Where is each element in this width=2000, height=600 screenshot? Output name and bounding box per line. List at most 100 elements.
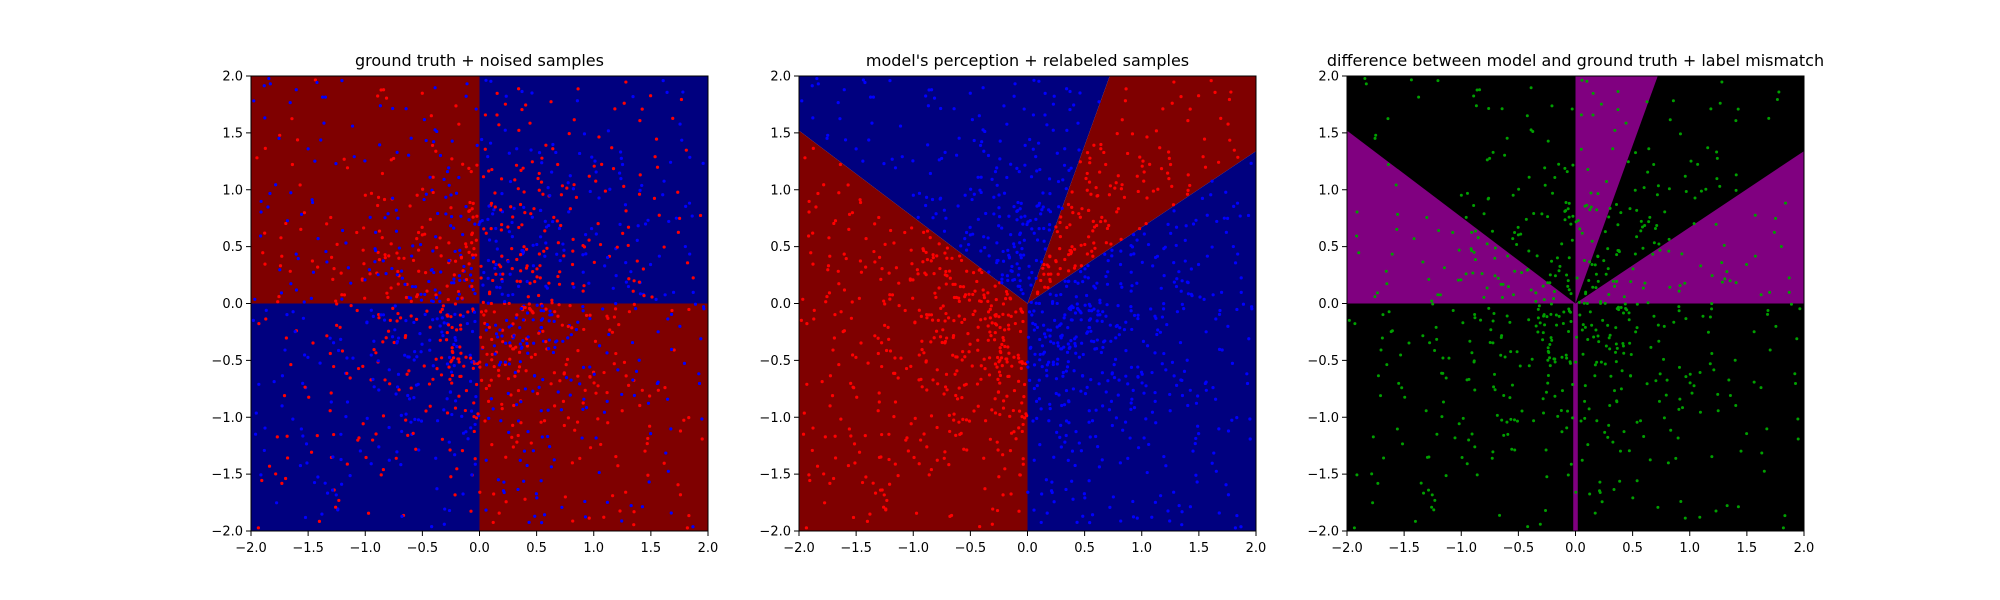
data-point [372, 385, 376, 389]
data-point [481, 300, 485, 305]
data-point [560, 323, 564, 327]
data-point [970, 197, 974, 202]
data-point [1006, 323, 1011, 327]
data-point [1188, 388, 1192, 392]
data-point [1067, 253, 1071, 257]
data-point [1451, 308, 1455, 312]
data-point [1029, 345, 1033, 349]
data-point [471, 201, 475, 205]
data-point [280, 374, 285, 378]
data-point [1107, 408, 1112, 412]
data-point [311, 270, 316, 274]
data-point [533, 514, 537, 518]
data-point [1067, 346, 1071, 350]
data-point [917, 308, 921, 312]
data-point [535, 275, 539, 279]
data-point [539, 479, 543, 483]
data-point [1051, 128, 1055, 132]
data-point [1489, 328, 1493, 332]
data-point [299, 212, 304, 216]
data-point [1072, 103, 1076, 107]
data-point [971, 312, 975, 317]
data-point [1516, 225, 1520, 229]
data-point [1130, 284, 1134, 288]
data-point [1508, 396, 1512, 400]
data-point [1621, 341, 1625, 345]
data-point [839, 310, 843, 314]
data-point [515, 440, 519, 444]
data-point [316, 265, 320, 269]
data-point [893, 400, 898, 404]
data-point [554, 340, 558, 344]
data-point [537, 151, 542, 155]
data-point [469, 379, 473, 383]
data-point [1231, 244, 1235, 249]
data-point [459, 256, 464, 260]
data-point [405, 372, 409, 376]
data-point [1018, 329, 1023, 334]
data-point [993, 284, 997, 288]
data-point [1447, 356, 1451, 360]
data-point [607, 332, 611, 337]
data-point [638, 188, 642, 193]
data-point [1049, 272, 1053, 276]
data-point [1018, 279, 1022, 283]
data-point [1376, 374, 1380, 378]
data-point [1047, 208, 1051, 212]
data-point [1789, 302, 1793, 306]
data-point [1108, 505, 1112, 509]
data-point [1188, 183, 1192, 188]
data-point [1086, 264, 1090, 268]
data-point [1745, 262, 1749, 266]
data-point [430, 267, 434, 272]
data-point [537, 293, 541, 298]
data-point [564, 375, 569, 380]
data-point [1470, 351, 1474, 355]
data-point [322, 121, 326, 125]
data-point [539, 420, 543, 424]
data-point [1656, 323, 1660, 327]
data-point [520, 223, 524, 227]
data-point [938, 335, 943, 339]
data-point [454, 104, 458, 108]
data-point [1613, 128, 1617, 132]
data-point [1515, 243, 1519, 247]
data-point [1039, 260, 1044, 264]
data-point [419, 298, 424, 302]
data-point [1549, 336, 1553, 340]
data-point [1034, 217, 1038, 221]
data-point [258, 234, 263, 238]
data-point [1222, 216, 1226, 220]
data-point [1213, 90, 1217, 94]
data-point [1094, 408, 1098, 412]
data-point [1211, 386, 1215, 390]
data-point [494, 332, 499, 336]
data-point [1589, 205, 1593, 209]
data-point [807, 210, 811, 214]
data-point [1460, 456, 1464, 460]
data-point [550, 298, 554, 302]
data-point [1387, 310, 1391, 314]
y-tick-label: 1.0 [1318, 183, 1339, 198]
data-point [349, 303, 353, 308]
data-point [397, 246, 401, 250]
data-point [1113, 357, 1118, 361]
data-point [1091, 254, 1095, 258]
data-point [1073, 344, 1078, 348]
data-point [1086, 208, 1091, 213]
data-point [1040, 364, 1044, 369]
data-point [1140, 381, 1144, 385]
data-point [1508, 320, 1512, 324]
data-point [1102, 340, 1106, 344]
data-point [618, 150, 623, 154]
data-point [935, 254, 939, 258]
data-point [1461, 321, 1465, 325]
data-point [1005, 357, 1009, 361]
data-point [497, 263, 501, 267]
data-point [1677, 289, 1681, 293]
data-point [387, 458, 391, 462]
data-point [1493, 274, 1497, 278]
data-point [450, 381, 454, 385]
data-point [1215, 219, 1219, 224]
data-point [820, 380, 824, 384]
